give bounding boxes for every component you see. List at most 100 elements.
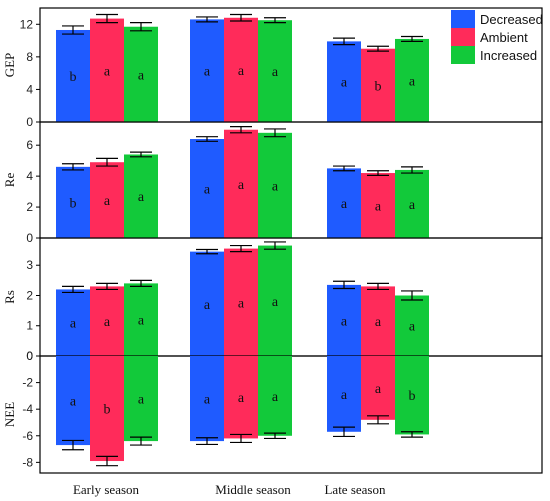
y-tick-label: -6 [22,429,33,443]
y-axis-label: NEE [2,402,17,427]
legend: Decreased Ambient Increased [451,10,543,64]
bar-increased-middle [258,245,292,356]
y-tick-label: 4 [26,169,33,183]
bar-ambient-middle [224,17,258,122]
significance-letter: a [341,388,348,403]
significance-letter: a [138,314,145,329]
y-tick-label: 12 [20,17,34,31]
legend-label-ambient: Ambient [480,30,528,45]
legend-swatch-ambient [451,28,475,46]
y-tick-label: 0 [26,349,33,363]
bar-decreased-late [327,284,361,356]
significance-letter: a [138,68,145,83]
bar-ambient-early [90,286,124,356]
y-axis-label: Re [2,173,17,188]
legend-swatch-increased [451,46,475,64]
bar-decreased-middle [190,19,224,122]
bar-decreased-late [327,356,361,432]
y-tick-label: 0 [26,231,33,245]
significance-letter: a [272,295,279,310]
y-tick-label: 2 [26,288,33,302]
bar-increased-middle [258,356,292,436]
y-tick-label: 0 [26,349,33,363]
y-axis-label: GEP [2,53,17,78]
bar-ambient-early [90,162,124,238]
significance-letter: a [272,65,279,80]
x-category-label: Middle season [215,482,291,497]
bar-ambient-late [361,48,395,122]
y-tick-label: 2 [26,200,33,214]
bar-ambient-late [361,173,395,238]
bar-increased-early [124,154,158,238]
bar-decreased-early [56,356,90,446]
y-tick-label: 3 [26,258,33,272]
y-tick-label: 4 [26,82,33,96]
significance-letter: a [341,76,348,91]
panel-rs: 0 1 2 3 Rs a a a a a a a a a [2,237,543,363]
bar-increased-middle [258,132,292,238]
bar-ambient-middle [224,356,258,439]
significance-letter: a [409,198,416,213]
bar-ambient-early [90,18,124,122]
significance-letter: a [409,320,416,335]
significance-letter: a [375,200,382,215]
y-tick-label: 8 [26,50,33,64]
bar-decreased-middle [190,251,224,356]
significance-letter: b [104,403,111,418]
bar-ambient-middle [224,248,258,356]
x-category-label: Early season [73,482,140,497]
bar-decreased-late [327,168,361,238]
bar-decreased-late [327,41,361,123]
significance-letter: a [272,179,279,194]
x-category-label: Late season [324,482,386,497]
significance-letter: a [409,74,416,89]
bar-ambient-middle [224,129,258,238]
significance-letter: a [138,393,145,408]
bar-decreased-early [56,289,90,356]
significance-letter: a [70,395,77,410]
significance-letter: a [238,296,245,311]
legend-label-decreased: Decreased [480,12,543,27]
panel-re: 0 2 4 6 Re b a a a a a a a a [2,121,543,245]
significance-letter: a [204,393,211,408]
bar-decreased-early [56,29,90,122]
significance-letter: a [238,64,245,79]
bar-increased-late [395,38,429,122]
y-tick-label: -2 [22,376,33,390]
y-tick-label: -8 [22,455,33,469]
significance-letter: a [138,190,145,205]
bar-increased-late [395,169,429,238]
significance-letter: a [375,315,382,330]
significance-letter: a [104,315,111,330]
bar-increased-middle [258,20,292,122]
significance-letter: a [238,391,245,406]
bar-ambient-late [361,286,395,356]
legend-swatch-decreased [451,10,475,28]
significance-letter: a [104,194,111,209]
bar-ambient-late [361,356,395,420]
bar-increased-late [395,295,429,356]
bar-decreased-middle [190,139,224,238]
significance-letter: a [375,382,382,397]
y-tick-label: 6 [26,138,33,152]
panel-nee: 0 -2 -4 -6 -8 NEE a a a b a a a a b [2,349,543,474]
significance-letter: b [375,79,382,94]
y-tick-label: -4 [22,402,33,416]
panel-gep: 0 4 8 12 GEP b a a a a b a a a [2,7,543,129]
bar-increased-early [124,356,158,442]
significance-letter: a [204,65,211,80]
significance-letter: a [341,197,348,212]
significance-letter: a [341,314,348,329]
significance-letter: a [238,178,245,193]
bar-increased-early [124,283,158,356]
y-tick-label: 0 [26,115,33,129]
bar-increased-early [124,26,158,123]
significance-letter: a [272,390,279,405]
legend-label-increased: Increased [480,48,537,63]
significance-letter: a [104,64,111,79]
bar-decreased-early [56,166,90,238]
significance-letter: a [204,298,211,313]
significance-letter: b [409,389,416,404]
x-axis-categories: Early season Middle season Late season [73,482,386,497]
